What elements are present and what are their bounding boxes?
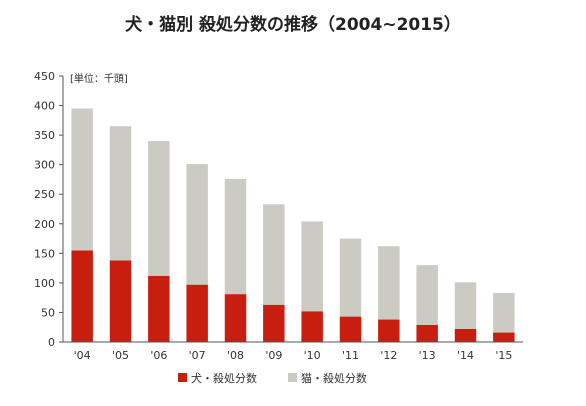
bar-dog — [263, 304, 285, 342]
bar-dog — [224, 294, 247, 342]
legend-swatch — [288, 373, 297, 382]
bar-dog — [378, 319, 400, 342]
x-tick-label: '07 — [189, 349, 206, 362]
x-tick-label: '04 — [74, 349, 91, 362]
y-axis: 0 50 100 150 200 250 300 350 400 450 [単位：千頭] — [34, 70, 128, 349]
x-tick-label: '08 — [227, 349, 244, 362]
y-tick-label: 300 — [34, 159, 55, 172]
bar-cat — [378, 246, 400, 320]
bar-cat — [148, 141, 170, 276]
bar-cat — [493, 292, 515, 333]
legend: 犬・殺処分数 猫・殺処分数 — [178, 371, 367, 385]
bar-dog — [71, 250, 93, 342]
y-tick-label: 150 — [34, 247, 55, 260]
bar-cat — [186, 164, 208, 285]
y-tick-label: 50 — [41, 306, 55, 319]
bar-dog — [109, 260, 132, 342]
x-tick-label: '12 — [380, 349, 397, 362]
chart-title: 犬・猫別 殺処分数の推移（2004~2015） — [125, 15, 461, 35]
bar-dog — [339, 316, 362, 342]
bar-dog — [186, 284, 208, 342]
bar-cat — [109, 126, 132, 261]
bar-cat — [224, 178, 247, 295]
y-tick-label: 450 — [34, 70, 55, 83]
x-tick-label: '09 — [265, 349, 282, 362]
y-tick-label: 200 — [34, 218, 55, 231]
y-tick-label: 0 — [48, 336, 55, 349]
bar-dog — [148, 275, 170, 342]
bar-cat — [301, 221, 323, 312]
bar-cat — [416, 265, 438, 325]
bars — [71, 108, 515, 342]
x-axis: '04 '05 '06 '07 '08 '09 '10 '11 '12 '13 '14 '15 — [63, 341, 523, 362]
bar-dog — [454, 328, 477, 342]
x-tick-label: '05 — [112, 349, 129, 362]
x-tick-label: '13 — [419, 349, 436, 362]
y-tick-label: 100 — [34, 277, 55, 290]
bar-cat — [263, 204, 285, 305]
x-tick-label: '06 — [150, 349, 167, 362]
x-tick-label: '14 — [457, 349, 474, 362]
legend-swatch — [178, 373, 187, 382]
bar-dog — [416, 324, 438, 342]
y-tick-label: 250 — [34, 188, 55, 201]
x-tick-label: '15 — [495, 349, 512, 362]
unit-label: [単位：千頭] — [70, 72, 128, 85]
legend-label: 猫・殺処分数 — [301, 371, 367, 385]
y-tick-label: 400 — [34, 100, 55, 113]
bar-dog — [493, 332, 515, 342]
bar-cat — [339, 238, 362, 317]
bar-cat — [71, 108, 93, 251]
x-tick-label: '10 — [304, 349, 321, 362]
x-tick-label: '11 — [342, 349, 359, 362]
y-tick-label: 350 — [34, 129, 55, 142]
bar-cat — [454, 282, 477, 329]
bar-dog — [301, 311, 323, 342]
legend-label: 犬・殺処分数 — [191, 371, 257, 385]
